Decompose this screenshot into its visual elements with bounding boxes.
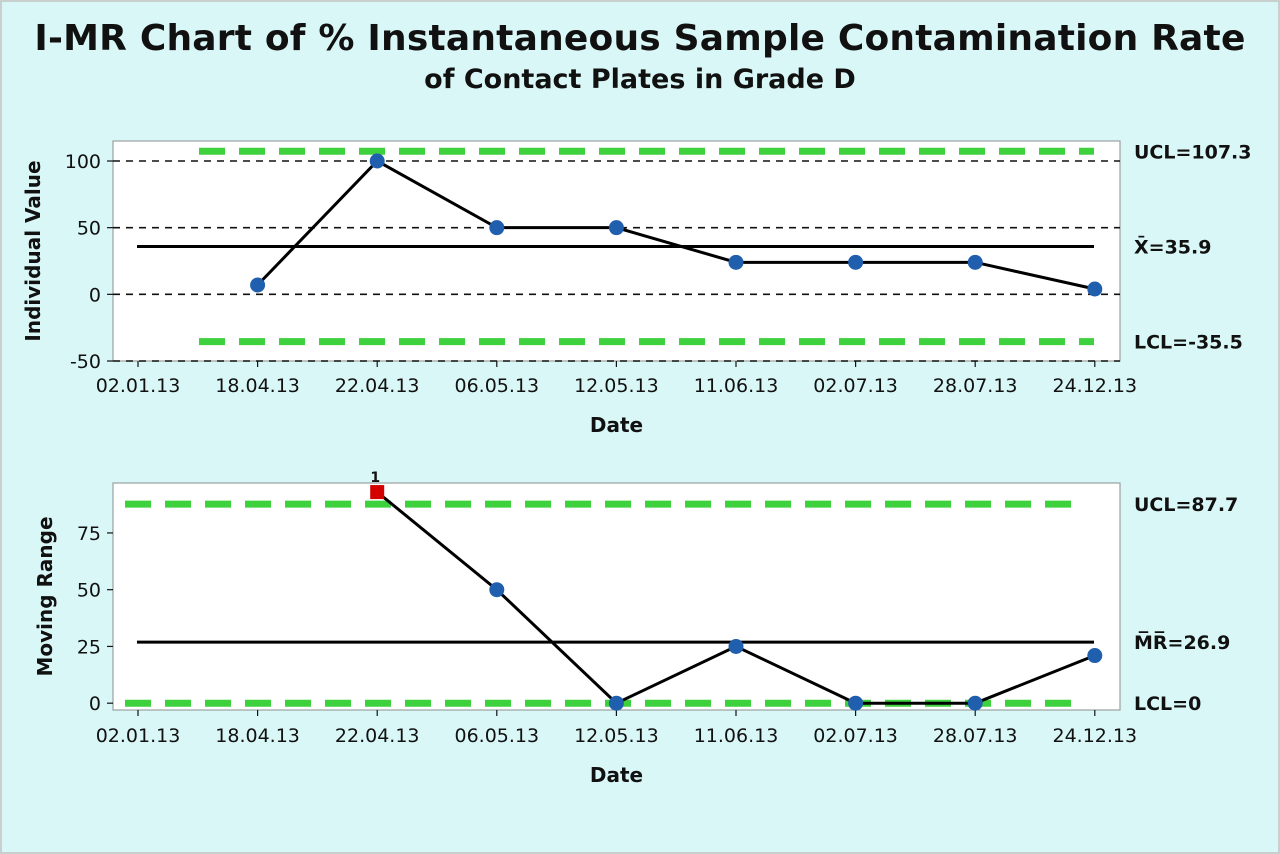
data-point <box>369 153 385 169</box>
center-label: X̄=35.9 <box>1134 235 1211 258</box>
x-tick-label: 02.01.13 <box>96 725 181 747</box>
chart-subtitle: of Contact Plates in Grade D <box>424 64 856 95</box>
ucl-label: UCL=87.7 <box>1134 494 1238 516</box>
data-point <box>728 638 744 654</box>
flagged-point <box>370 485 385 500</box>
flag-label: 1 <box>370 470 380 486</box>
y-tick-label: 50 <box>77 580 101 602</box>
x-tick-label: 28.07.13 <box>933 375 1018 397</box>
data-point <box>608 220 624 236</box>
x-tick-label: 06.05.13 <box>454 375 539 397</box>
series-line <box>256 159 1096 291</box>
chart-title: I-MR Chart of % Instantaneous Sample Con… <box>34 18 1246 59</box>
x-tick-label: 24.12.13 <box>1052 375 1137 397</box>
ucl-label: UCL=107.3 <box>1134 141 1252 163</box>
x-tick-label: 06.05.13 <box>454 725 539 747</box>
plot-area <box>112 140 1121 362</box>
x-tick-label: 22.04.13 <box>335 725 420 747</box>
y-tick-label: 25 <box>77 636 101 658</box>
data-point <box>489 220 505 236</box>
x-tick-label: 11.06.13 <box>694 725 779 747</box>
data-point <box>489 582 505 598</box>
lcl-label: LCL=0 <box>1134 693 1201 715</box>
data-point <box>967 695 983 711</box>
data-point <box>967 254 983 270</box>
x-tick-label: 02.07.13 <box>813 375 898 397</box>
plot-area <box>112 482 1121 711</box>
x-tick-label: 12.05.13 <box>574 725 659 747</box>
panel-moving-range: 75 50 25 0 02.01.13 18.04.13 22.04.13 06.05.13 1… <box>33 470 1238 787</box>
x-tick-label: 18.04.13 <box>215 375 300 397</box>
x-tick-label: 28.07.13 <box>933 725 1018 747</box>
data-point <box>1087 648 1103 664</box>
title-block: I-MR Chart of % Instantaneous Sample Con… <box>2 16 1278 98</box>
data-point <box>250 277 266 293</box>
x-tick-label: 11.06.13 <box>694 375 779 397</box>
x-tick-label: 24.12.13 <box>1052 725 1137 747</box>
data-point <box>848 254 864 270</box>
x-tick-label: 18.04.13 <box>215 725 300 747</box>
x-tick-label: 02.01.13 <box>96 375 181 397</box>
lcl-label: LCL=-35.5 <box>1134 332 1243 354</box>
y-tick-label: 50 <box>77 218 101 240</box>
center-label: M̅R̅=26.9 <box>1134 631 1230 654</box>
y-tick-label: 100 <box>65 151 101 173</box>
y-tick-label: 75 <box>77 523 101 545</box>
data-point <box>608 695 624 711</box>
x-tick-label: 02.07.13 <box>813 725 898 747</box>
data-point <box>848 695 864 711</box>
y-tick-label: 0 <box>89 284 101 306</box>
x-tick-label: 12.05.13 <box>574 375 659 397</box>
y-axis-title: Moving Range <box>33 516 57 676</box>
y-tick-label: 0 <box>89 693 101 715</box>
data-point <box>1087 281 1103 297</box>
y-tick-label: -50 <box>70 351 101 373</box>
x-axis-title: Date <box>590 763 643 787</box>
x-axis-title: Date <box>590 413 643 437</box>
data-point <box>728 254 744 270</box>
x-tick-label: 22.04.13 <box>335 375 420 397</box>
y-axis-title: Individual Value <box>21 160 45 341</box>
